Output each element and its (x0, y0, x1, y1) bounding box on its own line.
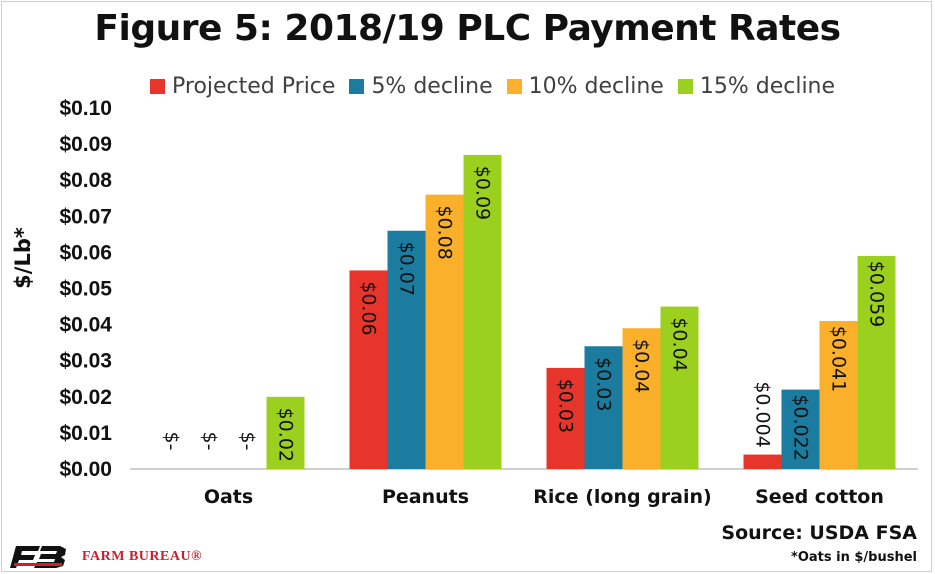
y-axis-title: $/Lb* (11, 227, 35, 289)
y-axis-title-group: $/Lb* (11, 227, 35, 289)
legend-item: 10% decline (506, 73, 664, 99)
bars (266, 154, 896, 469)
data-label: $0.041 (828, 326, 850, 392)
legend: Projected Price 5% decline 10% decline 15% … (150, 72, 849, 100)
legend-label: 10% decline (528, 73, 664, 99)
legend-swatch (349, 78, 365, 94)
legend-item: 15% decline (677, 73, 836, 99)
legend-label: Projected Price (172, 73, 336, 99)
footnote: *Oats in $/bushel (791, 550, 917, 565)
y-tick-label: $0.02 (59, 386, 112, 409)
farm-bureau-logo-icon (10, 546, 66, 568)
y-tick-label: $0.04 (59, 314, 112, 337)
legend-swatch (150, 78, 165, 94)
legend-label: 15% decline (699, 73, 836, 99)
x-tick-label: Seed cotton (755, 486, 884, 508)
bar (857, 256, 896, 469)
data-label: $0.09 (472, 166, 494, 220)
data-label: $0.02 (275, 408, 297, 462)
legend-item: Projected Price (150, 74, 335, 99)
legend-swatch (677, 78, 693, 94)
data-label: $0.03 (593, 357, 615, 411)
legend-label: 5% decline (371, 73, 493, 99)
x-axis-ticks: Oats Peanuts Rice (long grain) Seed cotton (204, 486, 884, 508)
data-label: $- (237, 432, 259, 451)
data-labels: $- $- $- $0.02 $0.06 $0.07 $0.08 $0.09 $0.03 $0.0… (161, 166, 888, 462)
source-note: Source: USDA FSA (721, 522, 917, 544)
logo-text: FARM BUREAU® (82, 549, 203, 564)
legend-swatch (506, 78, 522, 94)
x-tick-label: Oats (204, 486, 253, 508)
bar (819, 320, 858, 469)
y-tick-label: $0.01 (59, 422, 112, 445)
bar (349, 270, 388, 469)
y-axis-ticks: $0.00 $0.01 $0.02 $0.03 $0.04 $0.05 $0.06 $0.07… (59, 97, 112, 481)
y-tick-label: $0.07 (59, 205, 112, 228)
bar (546, 367, 585, 469)
bar (743, 454, 782, 469)
x-tick-label: Peanuts (382, 486, 469, 508)
bar (660, 306, 699, 469)
bar (584, 346, 623, 469)
chart-title: Figure 5: 2018/19 PLC Payment Rates (94, 8, 841, 49)
bar (463, 154, 502, 469)
data-label: $0.059 (866, 261, 888, 327)
data-label: $0.004 (752, 381, 774, 447)
y-tick-label: $0.06 (59, 241, 112, 264)
data-label: $0.06 (358, 281, 380, 335)
data-label: $0.07 (396, 242, 418, 296)
data-label: $- (199, 432, 221, 451)
data-label: $0.03 (555, 379, 577, 433)
bar (781, 389, 820, 469)
data-label: $0.04 (631, 339, 653, 393)
y-tick-label: $0.00 (59, 458, 112, 481)
y-tick-label: $0.03 (59, 350, 112, 373)
data-label: $- (161, 432, 183, 451)
legend-item: 5% decline (349, 73, 493, 99)
data-label: $0.022 (790, 394, 812, 460)
bar (266, 396, 305, 469)
x-tick-label: Rice (long grain) (533, 486, 711, 508)
farm-bureau-logo: FARM BUREAU® (10, 543, 202, 571)
y-tick-label: $0.05 (59, 278, 112, 301)
data-label: $0.08 (434, 205, 456, 259)
data-label: $0.04 (669, 317, 691, 371)
y-tick-label: $0.09 (59, 133, 112, 156)
bar (387, 230, 426, 469)
bar (622, 328, 661, 469)
y-tick-label: $0.10 (59, 97, 112, 120)
y-tick-label: $0.08 (59, 169, 112, 192)
bar (425, 194, 464, 469)
